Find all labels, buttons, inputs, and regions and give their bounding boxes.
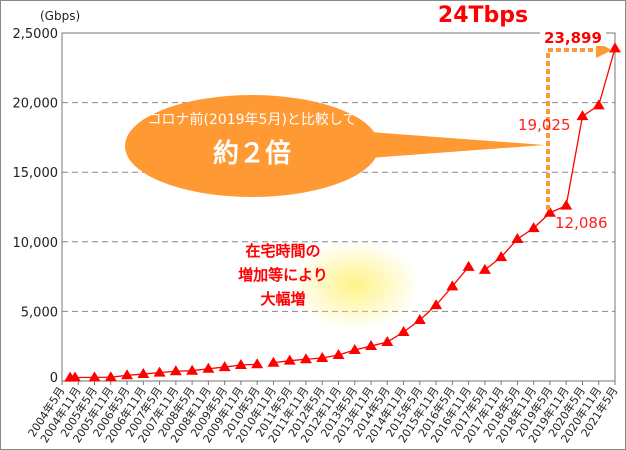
y-tick-label: 10,000 — [13, 236, 59, 251]
note-line-2: 増加等により — [238, 266, 328, 284]
note-line-3: 大幅増 — [260, 290, 305, 308]
data-point-marker — [251, 358, 264, 369]
data-point-marker — [153, 366, 166, 377]
data-point-marker — [348, 343, 361, 354]
y-tick-label: 5,000 — [21, 305, 58, 320]
data-point-marker — [592, 99, 605, 110]
data-point-marker — [511, 233, 524, 244]
label-19025: 19,025 — [518, 116, 571, 134]
data-point-marker — [609, 42, 621, 53]
note-line-1: 在宅時間の — [245, 242, 320, 260]
series-line-segment — [565, 116, 584, 206]
data-point-marker — [283, 354, 296, 365]
data-point-marker — [397, 326, 410, 337]
bubble-line-1: コロナ前(2019年5月)と比較して — [147, 111, 356, 128]
data-point-marker — [381, 336, 394, 347]
y-tick-label: 0 — [50, 371, 58, 386]
data-point-marker — [543, 206, 556, 217]
data-point-marker — [137, 368, 150, 379]
callout-bubble: コロナ前(2019年5月)と比較して 約２倍 — [125, 95, 545, 197]
y-tick-label: 20,000 — [13, 97, 59, 112]
data-point-marker — [104, 371, 117, 382]
data-point-marker — [202, 362, 215, 373]
data-point-marker — [332, 348, 345, 359]
data-point-marker — [446, 280, 459, 291]
data-point-marker — [316, 352, 329, 363]
data-point-marker — [69, 371, 82, 382]
data-point-marker — [234, 358, 247, 369]
data-point-marker — [495, 251, 508, 262]
data-point-marker — [218, 361, 231, 372]
data-point-marker — [560, 199, 573, 210]
data-point-marker — [576, 110, 589, 121]
label-12086: 12,086 — [555, 214, 608, 232]
data-point-marker — [186, 364, 199, 375]
data-point-marker — [299, 353, 312, 364]
data-point-marker — [121, 369, 134, 380]
data-point-marker — [88, 371, 101, 382]
data-point-marker — [478, 263, 491, 274]
note-glow — [290, 240, 420, 330]
unit-label: (Gbps) — [40, 9, 80, 23]
data-point-marker — [365, 340, 378, 351]
series-line-segment — [598, 48, 616, 106]
headline-24tbps: 24Tbps — [438, 3, 528, 28]
data-point-marker — [267, 356, 280, 367]
y-tick-label: 2,5000 — [13, 27, 59, 42]
data-point-marker — [413, 314, 426, 325]
data-point-marker — [169, 365, 182, 376]
latest-label-bg — [540, 29, 606, 46]
label-23899: 23,899 — [544, 29, 602, 47]
data-point-marker — [462, 260, 475, 271]
data-point-marker — [527, 222, 540, 233]
bubble-line-2: 約２倍 — [213, 138, 291, 169]
y-tick-label: 15,000 — [13, 166, 59, 181]
data-point-marker — [430, 299, 443, 310]
